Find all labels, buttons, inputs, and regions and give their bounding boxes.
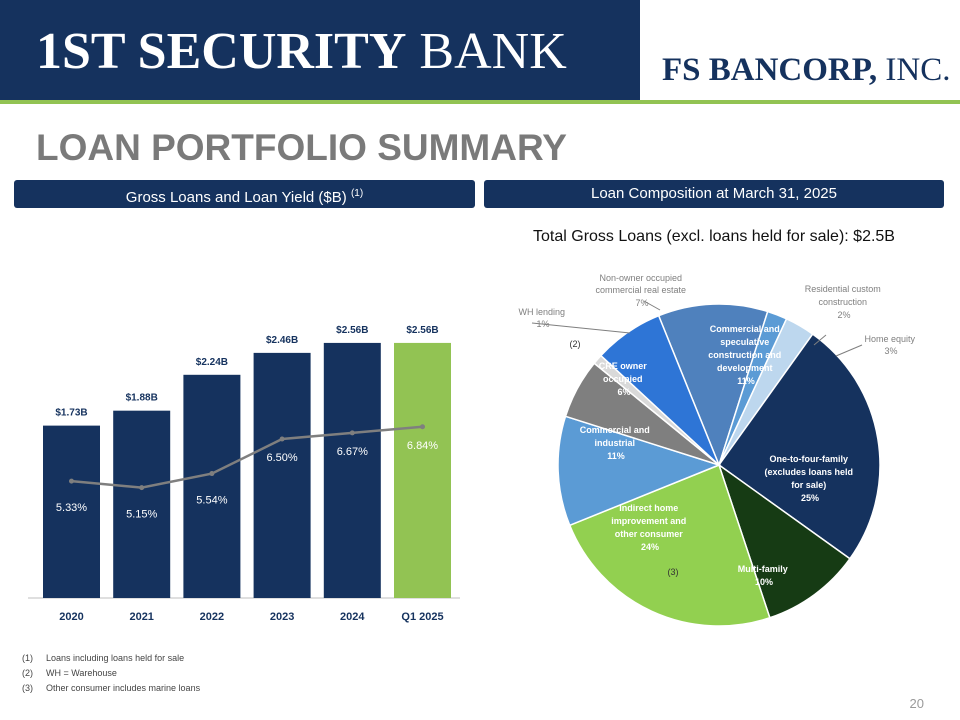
first-security-bank-logo: 1ST SECURITY BANK [36, 23, 567, 80]
bar-value-label: $2.46B [266, 335, 298, 346]
footnote: (2) WH = Warehouse [22, 668, 117, 678]
pie-label-multi-family: Multi-family 10% [738, 564, 791, 587]
he-leader-line [835, 344, 863, 357]
x-tick-label: 2022 [200, 611, 224, 623]
gross-loans-footnote-ref: (1) [350, 188, 364, 199]
yield-point [349, 430, 355, 436]
bar-value-label: $2.56B [336, 325, 368, 336]
bar-value-label: $2.56B [406, 325, 438, 336]
pie-label-one-to-four-family: One-to-four-family (excludes loans held … [764, 454, 855, 503]
yield-point [69, 478, 74, 484]
rcc-leader-line [813, 334, 827, 346]
x-tick-label: 2023 [270, 611, 294, 623]
pie-label-cre-owner-occupied: CRE owner occupied 6% [599, 361, 650, 397]
yield-point [279, 436, 285, 442]
yield-value-label: 6.67% [337, 446, 368, 458]
gross-loans-bar-chart: $1.73B 2020 $1.88B 2021 $2.24B 2022 $2.46B 2023… [28, 325, 460, 623]
pie-slice-0 [657, 303, 769, 468]
fs-bancorp-logo: FS BANCORP, INC. [662, 52, 951, 88]
bar-value-label: $1.73B [55, 408, 87, 419]
pie-chart-subtitle: Total Gross Loans (excl. loans held for … [533, 228, 895, 245]
wh-leader-line [531, 322, 631, 334]
yield-value-label: 6.84% [407, 440, 438, 452]
yield-value-label: 5.33% [56, 502, 87, 514]
pie-slice-4 [717, 463, 851, 619]
header-divider [0, 100, 960, 104]
bar-q1-2025 [394, 342, 451, 598]
x-tick-label: 2020 [59, 611, 83, 623]
yield-value-label: 5.15% [126, 509, 157, 521]
page-title: LOAN PORTFOLIO SUMMARY [36, 127, 567, 168]
footnote: (1) Loans including loans held for sale [22, 653, 185, 663]
yield-point [139, 485, 145, 491]
pie-label-construction: Commercial and speculative construction … [708, 324, 784, 386]
pie-label-home-equity: Home equity 3% [864, 334, 917, 356]
yield-line [71, 425, 423, 489]
loan-composition-section-header: Loan Composition at March 31, 2025 [484, 180, 944, 208]
bar-2023 [253, 352, 311, 598]
pie-note-indirect: (3) [668, 567, 679, 577]
bar-2021 [113, 410, 171, 598]
bar-2020 [43, 425, 100, 598]
yield-value-label: 5.54% [196, 495, 227, 507]
yield-point [209, 471, 215, 477]
page-number: 20 [909, 696, 924, 711]
loan-composition-section-title: Loan Composition at March 31, 2025 [591, 185, 837, 202]
header-right-panel [640, 0, 960, 100]
pie-label-non-owner-occupied: Non-owner occupied commercial real estat… [595, 273, 688, 308]
footnote: (3) Other consumer includes marine loans [22, 683, 201, 693]
yield-point [420, 424, 425, 430]
pie-slice-3 [717, 333, 881, 560]
bar-2022 [183, 374, 241, 598]
x-tick-label: 2021 [129, 611, 153, 623]
pie-note-cre: (2) [570, 339, 581, 349]
pie-label-commercial-industrial: Commercial and industrial 11% [580, 425, 653, 461]
header-banner: 1ST SECURITY BANK [0, 0, 640, 100]
pie-label-residential-custom: Residential custom construction 2% [805, 284, 884, 320]
yield-value-label: 6.50% [266, 452, 297, 464]
loan-composition-pie-chart: Commercial and speculative construction … [518, 273, 917, 627]
x-tick-label: Q1 2025 [401, 611, 443, 623]
bar-value-label: $2.24B [196, 357, 228, 368]
gross-loans-section-title: Gross Loans and Loan Yield ($B) [125, 189, 347, 206]
pie-label-indirect-home: Indirect home improvement and other cons… [611, 503, 689, 552]
x-tick-label: 2024 [340, 611, 365, 623]
noo-leader-line [643, 300, 661, 311]
pie-label-wh-lending: WH lending 1% [518, 307, 567, 329]
footnotes: (1) Loans including loans held for sale (… [22, 651, 200, 696]
bar-value-label: $1.88B [126, 393, 158, 404]
bar-2024 [323, 342, 381, 598]
gross-loans-section-header: Gross Loans and Loan Yield ($B) (1) [14, 180, 475, 208]
pie-slice-6 [557, 415, 722, 527]
